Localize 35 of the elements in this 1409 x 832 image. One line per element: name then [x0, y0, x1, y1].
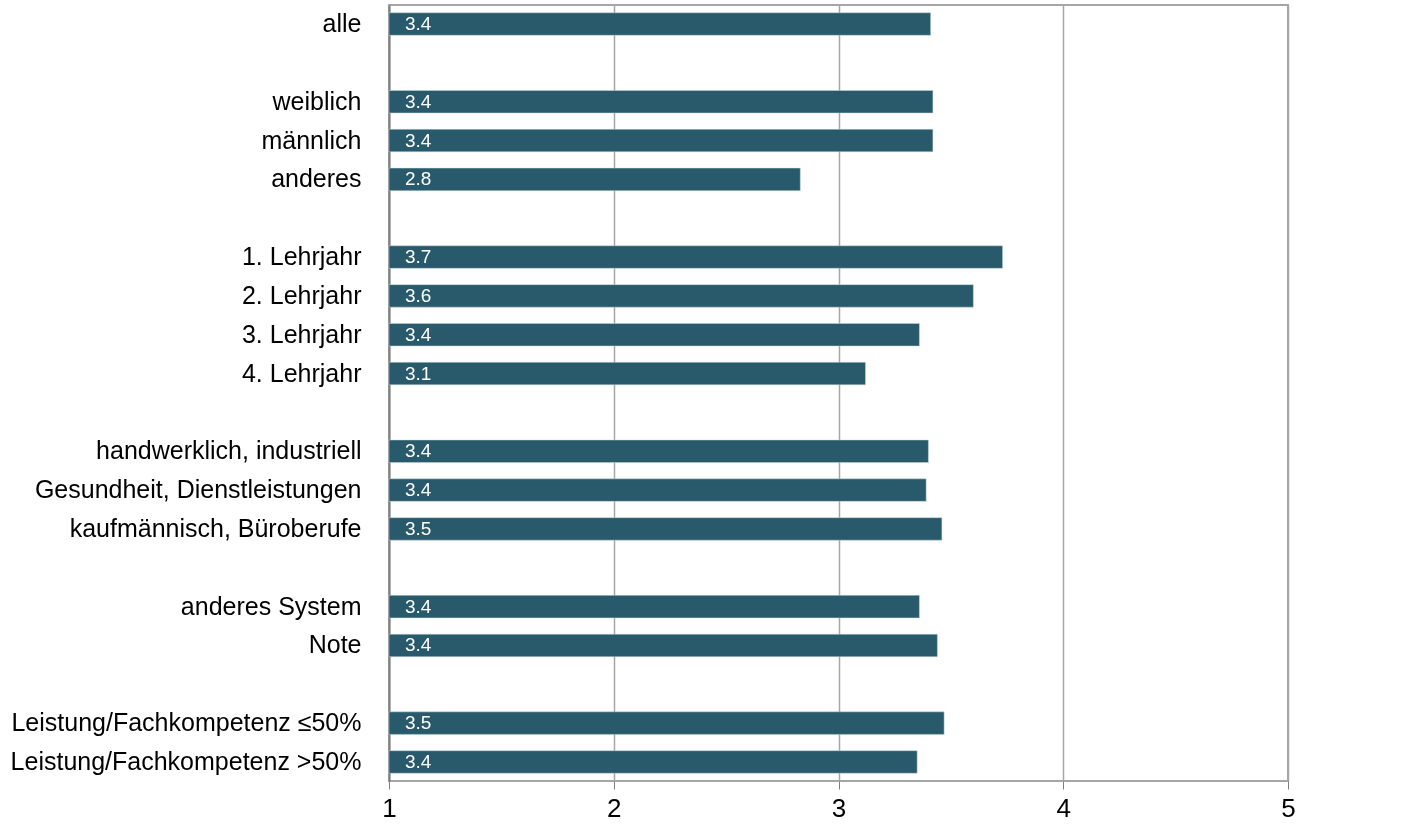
y-tick-label: handwerklich, industriell [96, 436, 362, 465]
y-tick-label: kaufmännisch, Büroberufe [69, 513, 362, 542]
y-tick-label: anderes [271, 164, 362, 193]
y-tick-label: männlich [261, 125, 362, 154]
data-label: 3.1 [405, 362, 432, 384]
data-label: 3.4 [405, 634, 432, 656]
y-tick-label: 4. Lehrjahr [241, 358, 362, 387]
x-tick-label: 4 [1056, 792, 1071, 823]
data-label: 3.4 [405, 13, 432, 35]
data-label: 3.4 [405, 440, 432, 462]
data-label: 3.4 [405, 90, 432, 112]
y-tick-label: Note [308, 630, 362, 659]
data-label: 3.6 [405, 284, 432, 306]
y-tick-label: anderes System [180, 591, 362, 620]
x-tick-label: 5 [1281, 792, 1296, 823]
data-label: 3.7 [405, 246, 432, 268]
data-label: 3.5 [405, 517, 432, 539]
data-label: 3.4 [405, 595, 432, 617]
data-label: 3.5 [405, 712, 432, 734]
y-tick-label: alle [322, 9, 362, 38]
data-label: 2.8 [405, 168, 432, 190]
data-label: 3.4 [405, 323, 432, 345]
x-tick-label: 3 [831, 792, 847, 823]
data-label: 3.4 [405, 479, 432, 501]
data-label: 3.4 [405, 129, 432, 151]
y-tick-label: weiblich [271, 86, 362, 115]
y-tick-label: 2. Lehrjahr [241, 280, 362, 309]
y-tick-label: Leistung/Fachkompetenz ≤50% [11, 708, 362, 737]
y-tick-label: 3. Lehrjahr [241, 319, 362, 348]
y-tick-label: Leistung/Fachkompetenz >50% [10, 746, 362, 775]
y-tick-label: 1. Lehrjahr [241, 242, 362, 271]
y-tick-label: Gesundheit, Dienstleistungen [34, 475, 362, 504]
x-tick-label: 2 [607, 792, 622, 823]
data-label: 3.4 [405, 750, 432, 772]
x-tick-label: 1 [382, 792, 397, 823]
